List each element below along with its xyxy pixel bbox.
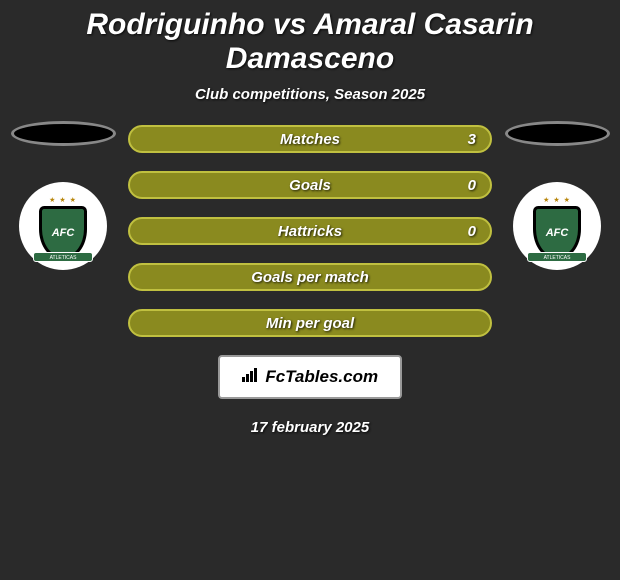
- player-left-placeholder: [11, 121, 116, 146]
- footer: FcTables.com 17 february 2025: [0, 355, 620, 436]
- stat-label: Goals: [289, 177, 331, 194]
- site-logo: FcTables.com: [218, 355, 402, 399]
- stat-row-goals-per-match: Goals per match: [128, 263, 492, 291]
- stat-row-hattricks: Hattricks 0: [128, 217, 492, 245]
- stat-label: Goals per match: [251, 269, 369, 286]
- player-left-column: ★ ★ ★ AFC ATLETICAS: [8, 121, 118, 270]
- club-badge-right: ★ ★ ★ AFC ATLETICAS: [513, 182, 601, 270]
- stats-list: Matches 3 Goals 0 Hattricks 0 Goals per …: [128, 121, 492, 337]
- badge-monogram: AFC: [52, 227, 75, 239]
- site-name: FcTables.com: [265, 367, 378, 386]
- badge-banner: ATLETICAS: [33, 252, 93, 262]
- badge-monogram: AFC: [546, 227, 569, 239]
- subtitle: Club competitions, Season 2025: [0, 80, 620, 121]
- page-title: Rodriguinho vs Amaral Casarin Damasceno: [0, 0, 620, 80]
- bar-chart-icon: [242, 368, 257, 382]
- stat-row-min-per-goal: Min per goal: [128, 309, 492, 337]
- stat-row-goals: Goals 0: [128, 171, 492, 199]
- club-badge-left: ★ ★ ★ AFC ATLETICAS: [19, 182, 107, 270]
- stat-value: 3: [468, 131, 476, 148]
- stat-value: 0: [468, 177, 476, 194]
- stat-label: Hattricks: [278, 223, 342, 240]
- footer-date: 17 february 2025: [0, 419, 620, 436]
- player-right-placeholder: [505, 121, 610, 146]
- stat-row-matches: Matches 3: [128, 125, 492, 153]
- badge-stars-icon: ★ ★ ★: [49, 196, 77, 204]
- player-right-column: ★ ★ ★ AFC ATLETICAS: [502, 121, 612, 270]
- badge-banner: ATLETICAS: [527, 252, 587, 262]
- badge-stars-icon: ★ ★ ★: [543, 196, 571, 204]
- stat-label: Matches: [280, 131, 340, 148]
- comparison-area: ★ ★ ★ AFC ATLETICAS Matches 3 Goals 0 Ha…: [0, 121, 620, 337]
- stat-label: Min per goal: [266, 315, 354, 332]
- stat-value: 0: [468, 223, 476, 240]
